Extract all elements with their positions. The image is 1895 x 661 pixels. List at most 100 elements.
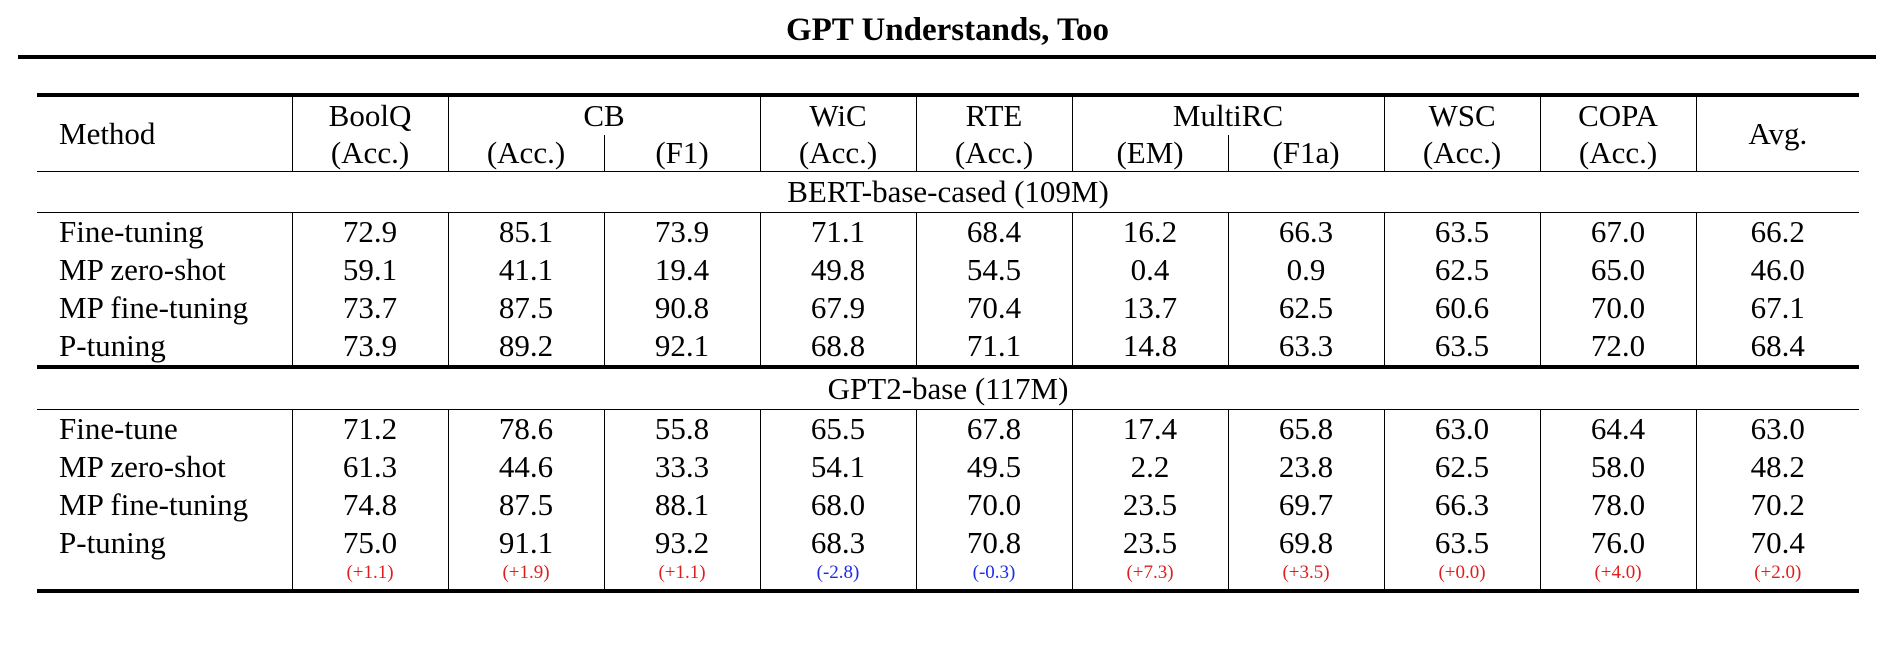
value-cell: 89.2 [447, 327, 604, 367]
wsc-header: WSC [1383, 93, 1541, 135]
avg-header: Avg. [1695, 93, 1860, 172]
value-cell: 2.2 [1071, 448, 1229, 486]
header-rule [18, 55, 1876, 59]
value-cell: 58.0 [1539, 448, 1697, 486]
header-row-tasks: Method BoolQ CB WiC RTE MultiRC WSC COPA… [37, 93, 1860, 172]
section-row-gpt2: GPT2-base (117M) [37, 365, 1860, 410]
value-cell: 62.5 [1227, 289, 1385, 327]
value-cell: 68.0 [759, 486, 917, 524]
value-cell: 70.8 [915, 524, 1073, 562]
delta-cell: (+2.0) [1695, 562, 1860, 593]
value-cell: 90.8 [603, 289, 761, 327]
value-cell: 78.6 [447, 409, 604, 448]
method-cell: Fine-tune [37, 409, 292, 448]
value-cell: 19.4 [603, 251, 761, 289]
delta-value: (+3.5) [1282, 562, 1330, 583]
value-cell: 49.5 [915, 448, 1073, 486]
table-row: P-tuning 75.0 91.1 93.2 68.3 70.8 23.5 69.8 63.5… [37, 524, 1860, 562]
method-cell: P-tuning [59, 328, 166, 363]
section-title: GPT2-base (117M) [37, 365, 1860, 410]
method-cell: MP zero-shot [59, 252, 226, 287]
value-cell: 68.4 [915, 212, 1073, 251]
value-cell: 70.4 [1695, 524, 1860, 562]
value-cell: 33.3 [603, 448, 761, 486]
value-cell: 49.8 [759, 251, 917, 289]
value-cell: 23.5 [1071, 524, 1229, 562]
value-cell: 63.5 [1383, 327, 1541, 367]
metric-label: (EM) [1071, 135, 1229, 172]
value-cell: 67.0 [1539, 212, 1697, 251]
value-cell: 73.9 [603, 212, 761, 251]
value-cell: 61.3 [291, 448, 448, 486]
delta-cell: (+4.0) [1539, 562, 1697, 593]
value-cell: 46.0 [1695, 251, 1860, 289]
value-cell: 54.1 [759, 448, 917, 486]
value-cell: 65.0 [1539, 251, 1697, 289]
delta-cell: (+0.0) [1383, 562, 1541, 593]
value-cell: 59.1 [291, 251, 448, 289]
value-cell: 74.8 [291, 486, 448, 524]
value-cell: 72.9 [291, 212, 448, 251]
delta-value: (-0.3) [972, 562, 1016, 583]
table-row: P-tuning 73.9 89.2 92.1 68.8 71.1 14.8 63.3 63.5… [37, 327, 1860, 367]
value-cell: 23.8 [1227, 448, 1385, 486]
value-cell: 63.5 [1383, 524, 1541, 562]
value-cell: 66.3 [1383, 486, 1541, 524]
value-cell: 70.4 [915, 289, 1073, 327]
value-cell: 71.2 [291, 409, 448, 448]
value-cell: 71.1 [915, 327, 1073, 367]
table-row: MP zero-shot 61.3 44.6 33.3 54.1 49.5 2.2 23.8 6… [37, 448, 1860, 486]
value-cell: 64.4 [1539, 409, 1697, 448]
delta-row: (+1.1) (+1.9) (+1.1) (-2.8) (-0.3) (+7.3) (+3.… [37, 562, 1860, 593]
metric-label: (Acc.) [1383, 135, 1541, 172]
delta-cell: (+7.3) [1071, 562, 1229, 593]
delta-value: (+1.1) [658, 562, 706, 583]
value-cell: 0.4 [1071, 251, 1229, 289]
delta-cell: (+1.9) [447, 562, 604, 593]
value-cell: 16.2 [1071, 212, 1229, 251]
delta-value: (+7.3) [1126, 562, 1174, 583]
results-table: Method BoolQ CB WiC RTE MultiRC WSC COPA… [37, 93, 1860, 593]
delta-value: (-2.8) [816, 562, 860, 583]
multirc-header: MultiRC [1071, 93, 1385, 135]
value-cell: 76.0 [1539, 524, 1697, 562]
value-cell: 48.2 [1695, 448, 1860, 486]
method-cell: MP fine-tuning [59, 290, 249, 325]
value-cell: 92.1 [603, 327, 761, 367]
value-cell: 68.8 [759, 327, 917, 367]
value-cell: 91.1 [447, 524, 604, 562]
metric-label: (Acc.) [291, 135, 448, 172]
value-cell: 63.0 [1383, 409, 1541, 448]
method-cell: MP zero-shot [59, 449, 226, 484]
metric-label: (Acc.) [759, 135, 917, 172]
method-cell: MP fine-tuning [59, 487, 249, 522]
value-cell: 68.4 [1695, 327, 1860, 367]
table-row: Fine-tune 71.2 78.6 55.8 65.5 67.8 17.4 65.8 63.… [37, 409, 1860, 448]
value-cell: 78.0 [1539, 486, 1697, 524]
value-cell: 87.5 [447, 289, 604, 327]
value-cell: 63.0 [1695, 409, 1860, 448]
value-cell: 44.6 [447, 448, 604, 486]
wic-header: WiC [759, 93, 917, 135]
delta-cell: (+1.1) [291, 562, 448, 593]
value-cell: 13.7 [1071, 289, 1229, 327]
value-cell: 0.9 [1227, 251, 1385, 289]
value-cell: 71.1 [759, 212, 917, 251]
value-cell: 41.1 [447, 251, 604, 289]
value-cell: 60.6 [1383, 289, 1541, 327]
cb-header: CB [447, 93, 761, 135]
section-row-bert: BERT-base-cased (109M) [37, 171, 1860, 213]
value-cell: 63.3 [1227, 327, 1385, 367]
metric-label: (Acc.) [1539, 135, 1697, 172]
value-cell: 70.0 [1539, 289, 1697, 327]
value-cell: 65.8 [1227, 409, 1385, 448]
value-cell: 66.3 [1227, 212, 1385, 251]
delta-value: (+1.9) [502, 562, 550, 583]
value-cell: 93.2 [603, 524, 761, 562]
delta-spacer [37, 562, 292, 593]
method-cell: P-tuning [59, 525, 166, 560]
table-row: MP zero-shot 59.1 41.1 19.4 49.8 54.5 0.4 0.9 62… [37, 251, 1860, 289]
copa-header: COPA [1539, 93, 1697, 135]
value-cell: 70.2 [1695, 486, 1860, 524]
value-cell: 23.5 [1071, 486, 1229, 524]
